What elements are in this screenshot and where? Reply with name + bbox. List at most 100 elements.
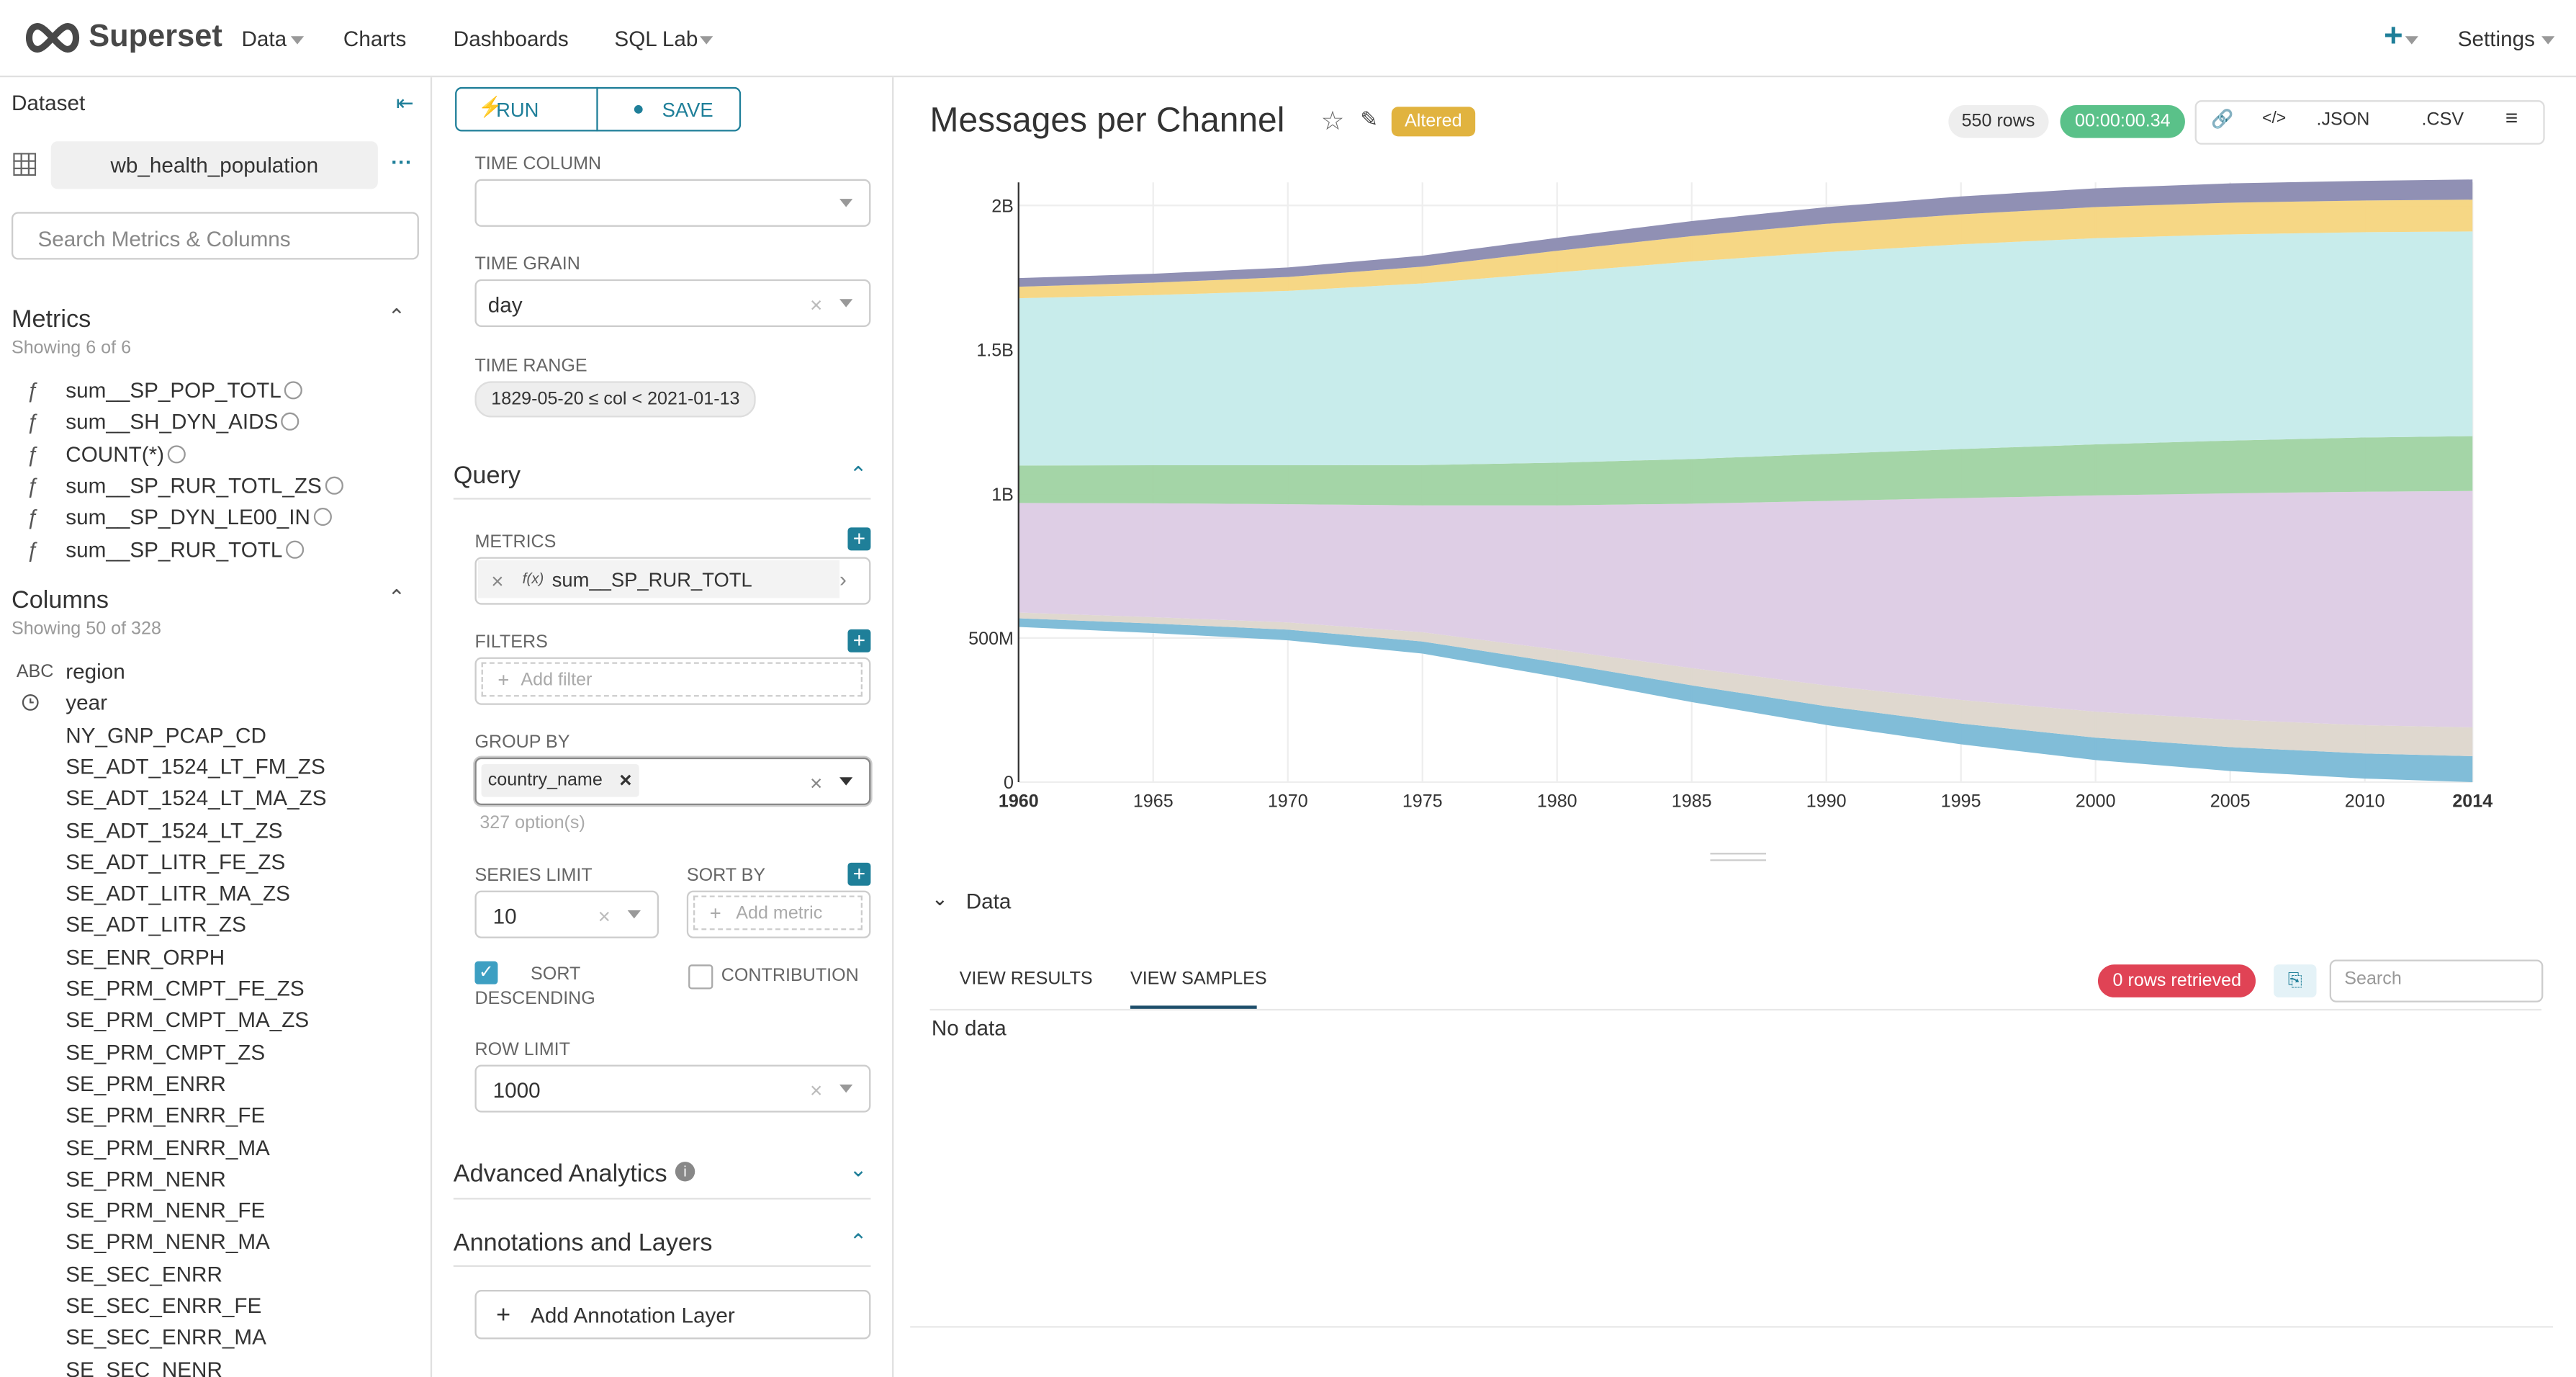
section-title[interactable]: Annotations and Layers: [453, 1229, 713, 1257]
stream-layer: [1018, 612, 2473, 757]
column-item[interactable]: SE_ADT_LITR_MA_ZS: [66, 881, 290, 906]
expand[interactable]: ⌄: [931, 887, 948, 911]
dataset-name[interactable]: wb_health_population: [110, 153, 319, 178]
annotation-button[interactable]: [474, 1290, 871, 1340]
collapse[interactable]: ⌃: [849, 1229, 868, 1254]
clock-icon: [22, 694, 39, 711]
save-icon: ●: [632, 97, 645, 120]
metric-item[interactable]: sum__SP_RUR_TOTL: [66, 536, 283, 562]
column-item[interactable]: year: [66, 690, 108, 716]
column-type: ABC: [16, 662, 54, 682]
menu-button[interactable]: ≡: [2505, 105, 2518, 130]
collapse-button[interactable]: ⇤: [395, 90, 414, 115]
section-title[interactable]: Query: [453, 462, 521, 490]
clear[interactable]: ×: [809, 292, 823, 318]
tab[interactable]: VIEW RESULTS: [959, 969, 1093, 990]
column-item[interactable]: SE_PRM_ENRR_FE: [66, 1103, 266, 1128]
column-item[interactable]: SE_PRM_CMPT_ZS: [66, 1039, 266, 1064]
clear[interactable]: ×: [809, 1077, 823, 1103]
copy-button[interactable]: ⎘: [2274, 964, 2317, 997]
collapse[interactable]: ⌃: [849, 462, 868, 487]
collapse[interactable]: ⌃: [387, 585, 406, 610]
column-item[interactable]: NY_GNP_PCAP_CD: [66, 722, 266, 748]
remove[interactable]: ×: [619, 767, 632, 792]
json-button[interactable]: .JSON: [2316, 109, 2370, 130]
column-item[interactable]: SE_SEC_NENR: [66, 1356, 222, 1377]
more-button[interactable]: ···: [391, 149, 413, 174]
column-item[interactable]: SE_ADT_1524_LT_FM_ZS: [66, 754, 325, 779]
add-metric[interactable]: +: [847, 527, 871, 551]
data-title[interactable]: Data: [965, 889, 1012, 914]
clear[interactable]: ×: [809, 771, 823, 796]
column-item[interactable]: SE_PRM_ENRR_MA: [66, 1134, 270, 1160]
select[interactable]: [474, 179, 871, 227]
help-icon: [167, 444, 186, 463]
metric-item[interactable]: sum__SH_DYN_AIDS: [66, 409, 279, 435]
column-item[interactable]: SE_SEC_ENRR: [66, 1261, 222, 1286]
add-sort[interactable]: +: [847, 863, 871, 886]
menu-item[interactable]: SQL Lab: [614, 26, 698, 51]
brand[interactable]: Superset: [89, 19, 222, 55]
caret: [2405, 36, 2418, 45]
checkbox[interactable]: [688, 964, 713, 990]
settings[interactable]: Settings: [2457, 26, 2535, 51]
column-item[interactable]: SE_ENR_ORPH: [66, 944, 225, 969]
x-tick-label: 1975: [1402, 791, 1443, 811]
add-metric[interactable]: [693, 895, 863, 930]
column-item[interactable]: SE_PRM_CMPT_MA_ZS: [66, 1008, 310, 1033]
column-item[interactable]: SE_PRM_ENRR: [66, 1071, 226, 1096]
menu-item[interactable]: Data: [241, 26, 287, 51]
column-item[interactable]: region: [66, 658, 125, 684]
column-item[interactable]: SE_ADT_LITR_FE_ZS: [66, 849, 286, 874]
metric-item[interactable]: COUNT(*): [66, 441, 165, 467]
column-item[interactable]: SE_SEC_ENRR_MA: [66, 1324, 266, 1350]
column-item[interactable]: SE_ADT_1524_LT_ZS: [66, 817, 283, 843]
column-item[interactable]: SE_PRM_NENR_FE: [66, 1198, 266, 1223]
metric-item[interactable]: sum__SP_POP_TOTL: [66, 377, 282, 403]
metric-item[interactable]: sum__SP_DYN_LE00_IN: [66, 504, 310, 530]
column-item[interactable]: SE_ADT_1524_LT_MA_ZS: [66, 786, 327, 811]
expand[interactable]: ⌄: [849, 1157, 868, 1182]
column-item[interactable]: SE_PRM_NENR_MA: [66, 1229, 270, 1255]
select[interactable]: [474, 1064, 871, 1113]
run-button[interactable]: RUN: [496, 98, 539, 122]
tab-indicator: [1130, 1005, 1257, 1009]
select[interactable]: [474, 279, 871, 328]
embed-button[interactable]: </>: [2262, 109, 2287, 128]
add-filter[interactable]: [481, 662, 863, 697]
edit[interactable]: ✎: [1360, 107, 1379, 132]
dataset-box[interactable]: [50, 141, 378, 189]
caret: [700, 36, 713, 45]
chart-title[interactable]: Messages per Channel: [929, 102, 1285, 140]
chevron[interactable]: ›: [839, 567, 847, 592]
help-icon: [286, 539, 305, 558]
altered-badge[interactable]: Altered: [1391, 107, 1475, 137]
remove[interactable]: ×: [491, 568, 504, 593]
metric-chip[interactable]: [478, 560, 840, 598]
add-filter-button[interactable]: +: [847, 629, 871, 652]
checkbox-checked[interactable]: ✓: [474, 961, 498, 984]
clear[interactable]: ×: [598, 903, 611, 929]
stream-layer: [1018, 436, 2473, 506]
column-item[interactable]: SE_SEC_ENRR_FE: [66, 1293, 262, 1318]
resize-handle[interactable]: [1710, 853, 1767, 861]
menu-item[interactable]: Charts: [343, 26, 407, 51]
metric-item[interactable]: sum__SP_RUR_TOTL_ZS: [66, 472, 322, 498]
search-input[interactable]: [11, 212, 419, 260]
section-title[interactable]: Advanced Analytics: [453, 1160, 667, 1188]
link-button[interactable]: 🔗: [2211, 109, 2234, 130]
star[interactable]: ☆: [1320, 108, 1345, 137]
column-item[interactable]: SE_ADT_LITR_ZS: [66, 912, 246, 938]
menu-item[interactable]: Dashboards: [453, 26, 569, 51]
label: TIME GRAIN: [474, 254, 580, 275]
new-button[interactable]: +: [2384, 18, 2403, 55]
select[interactable]: [474, 890, 659, 938]
save-button[interactable]: SAVE: [662, 98, 713, 122]
column-item[interactable]: SE_PRM_NENR: [66, 1166, 226, 1191]
search-input[interactable]: [2329, 959, 2544, 1003]
time-range-pill[interactable]: 1829-05-20 ≤ col < 2021-01-13: [474, 381, 757, 418]
csv-button[interactable]: .CSV: [2421, 109, 2464, 130]
column-item[interactable]: SE_PRM_CMPT_FE_ZS: [66, 976, 305, 1001]
collapse[interactable]: ⌃: [387, 304, 406, 329]
tab-active[interactable]: VIEW SAMPLES: [1130, 969, 1267, 990]
